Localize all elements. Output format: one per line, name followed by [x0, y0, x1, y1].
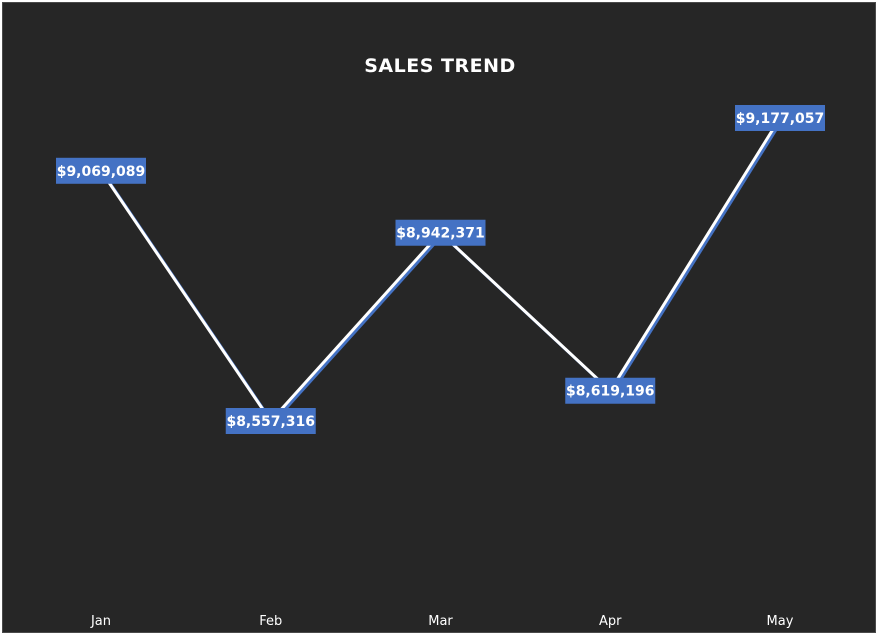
x-tick-label-feb: Feb [259, 614, 282, 629]
data-label-jan: $9,069,089 [56, 157, 146, 184]
x-tick-label-may: May [767, 614, 794, 629]
data-label-may: $9,177,057 [735, 105, 825, 131]
data-label-text: $8,619,196 [566, 384, 655, 400]
x-tick-label-mar: Mar [428, 614, 453, 629]
x-axis-tick-labels: Jan Feb Mar Apr May [90, 614, 794, 629]
data-label-apr: $8,619,196 [565, 377, 656, 404]
data-label-box [225, 408, 316, 434]
data-label-box [395, 219, 486, 246]
drop-lines [100, 118, 781, 597]
data-label-text: $9,069,089 [57, 164, 146, 180]
data-label-box [565, 377, 656, 404]
chart-title: SALES TREND [364, 55, 516, 77]
x-tick-label-jan: Jan [90, 614, 111, 629]
data-label-text: $9,177,057 [736, 111, 825, 127]
data-label-box [56, 157, 146, 184]
data-label-mar: $8,942,371 [395, 219, 486, 246]
data-label-box [735, 105, 825, 131]
data-label-feb: $8,557,316 [225, 408, 316, 434]
data-label-text: $8,557,316 [226, 414, 315, 430]
data-label-text: $8,942,371 [396, 226, 485, 242]
x-tick-label-apr: Apr [599, 614, 622, 629]
data-labels: $9,069,089 $8,557,316 $8,942,371 $8,619,196… [56, 105, 825, 434]
series-line-shadow [101, 119, 784, 426]
line-chart: $9,069,089 $8,557,316 $8,942,371 $8,619,196… [56, 105, 825, 629]
